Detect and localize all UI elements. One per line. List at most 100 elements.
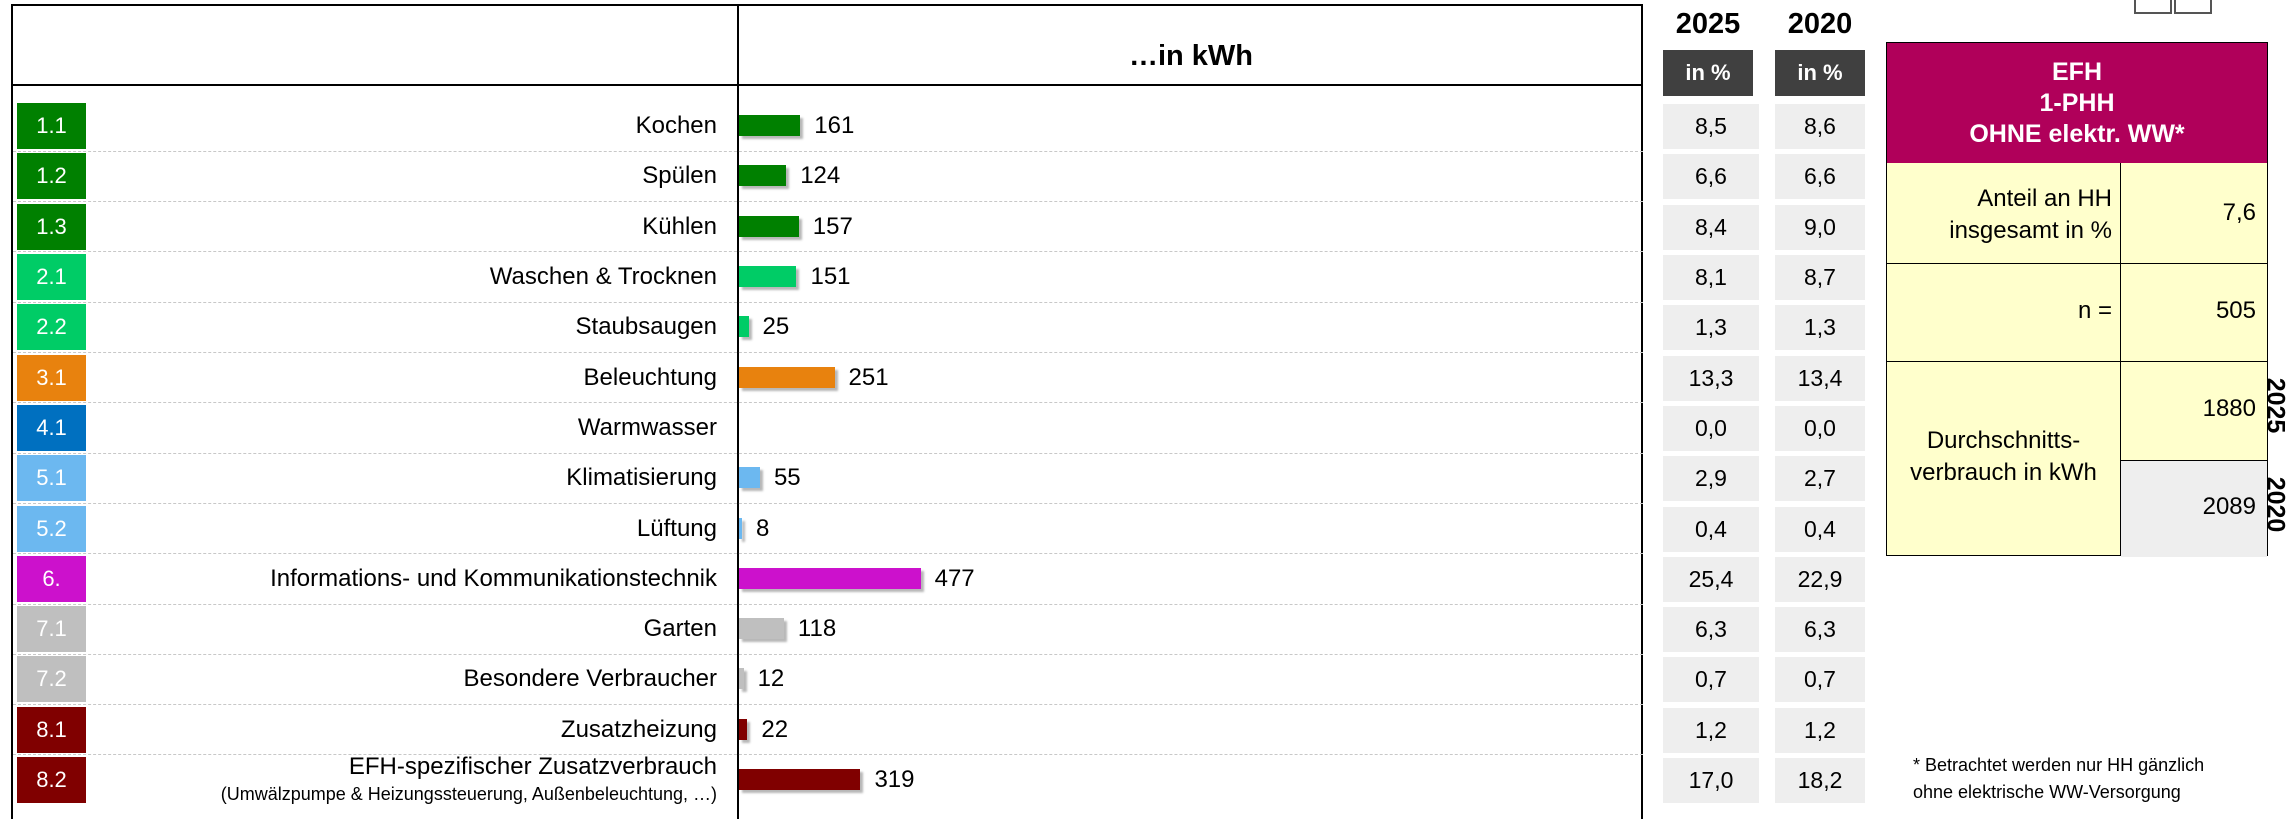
row-separator bbox=[13, 352, 1643, 353]
percent-cell-2020: 0,7 bbox=[1775, 657, 1865, 703]
bar-value-label: 161 bbox=[814, 112, 855, 140]
row-separator bbox=[13, 150, 1643, 152]
bar bbox=[739, 165, 787, 187]
bar-value-label: 118 bbox=[797, 615, 837, 643]
category-code: 1.1 bbox=[17, 103, 86, 150]
chart-axis-line bbox=[737, 4, 739, 819]
bar-value-label: 319 bbox=[874, 766, 915, 794]
percent-cell-2025: 0,7 bbox=[1663, 657, 1759, 703]
row-separator bbox=[13, 251, 1643, 253]
info-row-divider-1 bbox=[1887, 263, 2267, 264]
category-label: Lüftung bbox=[636, 514, 717, 542]
category-label: Beleuchtung bbox=[583, 363, 717, 391]
percent-cell-2025: 17,0 bbox=[1663, 758, 1759, 804]
row-separator bbox=[13, 201, 1643, 203]
percent-cell-2020: 0,0 bbox=[1775, 405, 1865, 451]
category-code: 4.1 bbox=[17, 404, 86, 451]
category-code: 6. bbox=[17, 555, 86, 602]
percent-cell-2025: 25,4 bbox=[1663, 556, 1759, 602]
category-code: 1.3 bbox=[17, 203, 86, 250]
percent-cell-2025: 6,6 bbox=[1663, 154, 1759, 200]
category-code: 8.1 bbox=[17, 706, 86, 753]
category-code: 2.1 bbox=[17, 254, 86, 301]
category-label: Garten bbox=[643, 615, 717, 643]
percent-header-2020: in % bbox=[1775, 50, 1865, 96]
n-value: 505 bbox=[2215, 297, 2256, 324]
share-label: Anteil an HH insgesamt in % bbox=[1949, 185, 2112, 244]
info-title-line-2: 1-PHH bbox=[2039, 88, 2115, 117]
avg-2020-cell bbox=[2121, 460, 2267, 557]
category-label: Warmwasser bbox=[577, 413, 717, 441]
year-header-2020: 2020 bbox=[1787, 8, 1853, 40]
percent-cell-2025: 6,3 bbox=[1663, 607, 1759, 653]
bar bbox=[739, 769, 861, 791]
header-divider bbox=[11, 84, 1643, 86]
category-label: Informations- und Kommunikationstechnik bbox=[270, 564, 717, 592]
bar-value-label: 157 bbox=[812, 212, 853, 240]
bar bbox=[739, 316, 749, 338]
row-separator bbox=[13, 402, 1643, 404]
percent-cell-2025: 13,3 bbox=[1663, 355, 1759, 401]
percent-cell-2020: 18,2 bbox=[1775, 758, 1865, 804]
row-separator bbox=[13, 603, 1643, 605]
percent-cell-2025: 1,3 bbox=[1663, 305, 1759, 351]
row-separator bbox=[13, 452, 1643, 454]
category-label: Staubsaugen bbox=[575, 313, 717, 341]
bar bbox=[739, 567, 921, 589]
info-box: EFH 1-PHH OHNE elektr. WW* Anteil an HH … bbox=[1886, 42, 2268, 557]
bar bbox=[739, 366, 835, 388]
percent-cell-2020: 1,2 bbox=[1775, 707, 1865, 753]
bar bbox=[739, 467, 760, 489]
percent-cell-2020: 6,3 bbox=[1775, 607, 1865, 653]
percent-cell-2025: 8,4 bbox=[1663, 204, 1759, 250]
avg-2020-value: 2089 bbox=[2202, 493, 2256, 520]
top-corner-box-right bbox=[2174, 0, 2212, 14]
bar bbox=[739, 618, 784, 640]
category-label: Klimatisierung bbox=[566, 464, 717, 492]
row-separator bbox=[13, 704, 1643, 706]
side-year-2020: 2020 bbox=[2261, 476, 2290, 533]
category-code: 7.1 bbox=[17, 606, 86, 653]
bar bbox=[739, 517, 743, 539]
category-label: Zusatzheizung bbox=[560, 715, 717, 743]
percent-cell-2025: 1,2 bbox=[1663, 707, 1759, 753]
percent-cell-2020: 2,7 bbox=[1775, 456, 1865, 502]
category-label: Besondere Verbraucher bbox=[463, 665, 718, 693]
category-label: EFH-spezifischer Zusatzverbrauch bbox=[348, 753, 717, 781]
category-label: Spülen bbox=[642, 162, 717, 190]
percent-cell-2020: 22,9 bbox=[1775, 556, 1865, 602]
percent-cell-2020: 8,6 bbox=[1775, 104, 1865, 150]
percent-cell-2020: 13,4 bbox=[1775, 355, 1865, 401]
bar bbox=[739, 266, 797, 288]
percent-cell-2025: 8,5 bbox=[1663, 104, 1759, 150]
bar-value-label: 22 bbox=[761, 715, 789, 743]
category-code: 1.2 bbox=[17, 153, 86, 200]
side-year-2025: 2025 bbox=[2261, 377, 2290, 434]
percent-cell-2020: 0,4 bbox=[1775, 506, 1865, 552]
bar-value-label: 25 bbox=[762, 313, 790, 341]
category-code: 2.2 bbox=[17, 304, 86, 351]
percent-cell-2025: 0,0 bbox=[1663, 405, 1759, 451]
percent-cell-2025: 2,9 bbox=[1663, 456, 1759, 502]
category-sublabel: (Umwälzpumpe & Heizungssteuerung, Außenb… bbox=[220, 784, 717, 805]
percent-cell-2020: 6,6 bbox=[1775, 154, 1865, 200]
bar-value-label: 8 bbox=[756, 514, 770, 542]
info-col-divider bbox=[2120, 163, 2121, 556]
category-code: 5.1 bbox=[17, 455, 86, 502]
category-code: 5.2 bbox=[17, 505, 86, 552]
info-box-title: EFH 1-PHH OHNE elektr. WW* bbox=[1887, 43, 2267, 163]
bar bbox=[739, 115, 801, 137]
n-label: n = bbox=[2077, 297, 2112, 324]
percent-header-2025: in % bbox=[1663, 50, 1753, 96]
chart-frame bbox=[11, 4, 1643, 819]
row-separator bbox=[13, 553, 1643, 555]
avg-label: Durchschnitts- verbrauch in kWh bbox=[1910, 427, 2097, 486]
footnote-line-1: * Betrachtet werden nur HH gänzlich bbox=[1913, 755, 2205, 775]
category-code: 3.1 bbox=[17, 354, 86, 401]
bar bbox=[739, 718, 748, 740]
bar-value-label: 151 bbox=[810, 263, 851, 291]
bar-value-label: 477 bbox=[934, 564, 975, 592]
category-label: Kühlen bbox=[642, 212, 717, 240]
row-separator bbox=[13, 754, 1643, 756]
info-title-line-1: EFH bbox=[2052, 57, 2102, 86]
